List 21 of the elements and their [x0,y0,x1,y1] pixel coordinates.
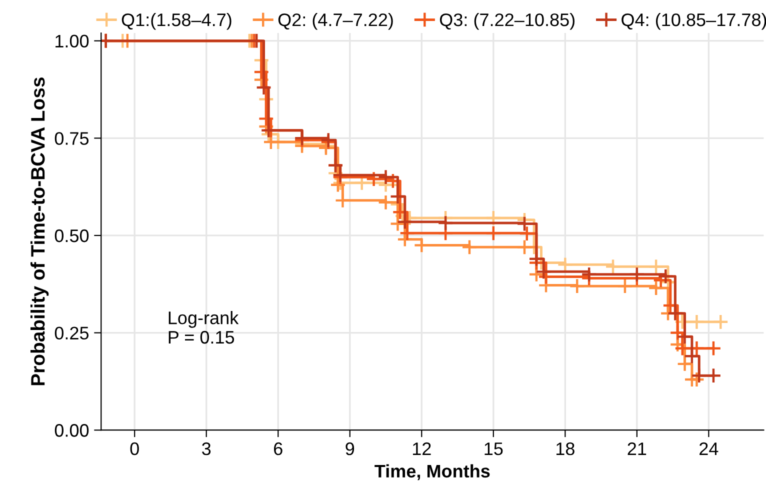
x-tick-label: 12 [412,442,431,455]
x-tick-label: 15 [484,442,503,456]
y-tick-label: 0.75 [54,132,89,145]
legend-label: Q3: (7.22–10.85) [440,12,574,30]
legend-label: Q1:(1.58–4.7) [122,12,232,30]
y-tick-label: 0.25 [54,326,89,340]
y-axis-title: Probability of Time-to-BCVA Loss [30,78,49,386]
annotation: Log-rank P = 0.15 [168,310,239,344]
x-tick-label: 18 [556,442,574,456]
legend-label: Q2: (4.7–7.22) [278,12,393,30]
legend-label: Q4: (10.85–17.78) [622,12,766,30]
y-tick-label: 0.50 [54,229,89,242]
x-tick-label: 24 [700,442,718,455]
x-tick-label: 9 [346,442,354,456]
x-tick-label: 3 [202,442,211,456]
x-tick-label: 0 [130,442,139,456]
y-tick-label: 1.00 [56,34,89,48]
x-tick-label: 21 [628,442,646,455]
y-tick-label: 0.00 [54,424,89,437]
x-tick-label: 6 [274,442,282,456]
x-axis-title: Time, Months [374,464,490,480]
